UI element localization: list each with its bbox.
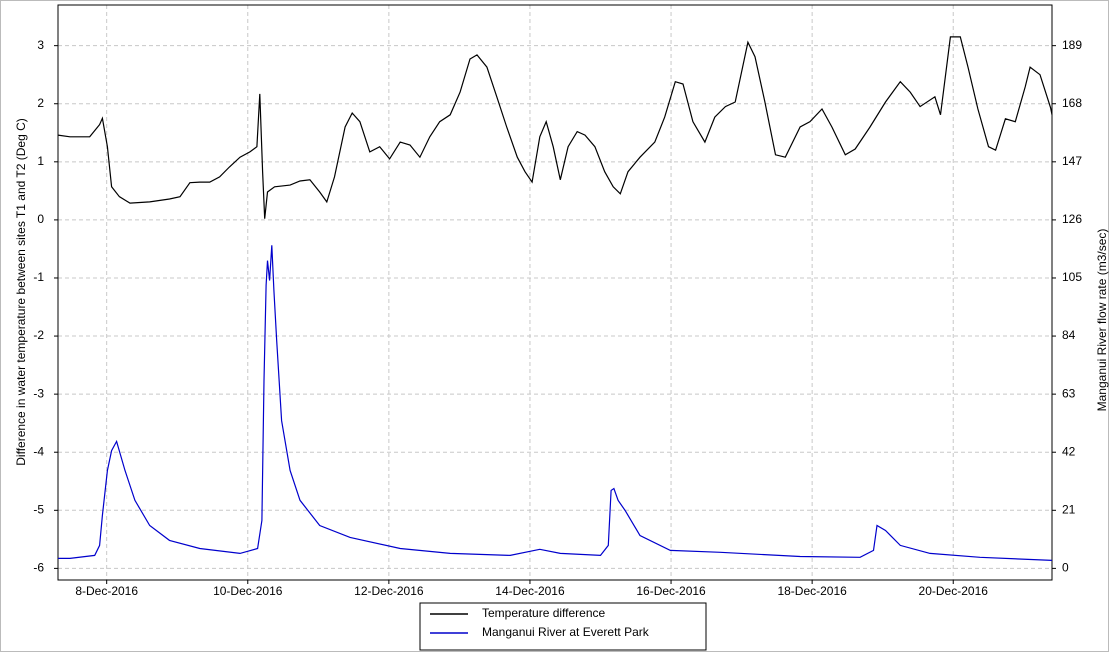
y-tick-label: -5 bbox=[33, 502, 44, 516]
y-tick-label: 2 bbox=[37, 96, 44, 110]
y2-tick-label: 21 bbox=[1062, 502, 1076, 516]
y2-tick-label: 147 bbox=[1062, 154, 1082, 168]
y2-tick-label: 0 bbox=[1062, 561, 1069, 575]
x-tick-label: 20-Dec-2016 bbox=[919, 584, 989, 598]
y2-tick-label: 42 bbox=[1062, 444, 1076, 458]
x-tick-label: 16-Dec-2016 bbox=[636, 584, 706, 598]
y2-tick-label: 126 bbox=[1062, 212, 1082, 226]
y2-tick-label: 189 bbox=[1062, 38, 1082, 52]
x-tick-label: 14-Dec-2016 bbox=[495, 584, 565, 598]
y2-tick-label: 84 bbox=[1062, 328, 1076, 342]
y2-tick-label: 105 bbox=[1062, 270, 1082, 284]
x-tick-label: 18-Dec-2016 bbox=[777, 584, 847, 598]
y2-tick-label: 168 bbox=[1062, 96, 1082, 110]
legend-label: Temperature difference bbox=[482, 606, 606, 620]
x-tick-label: 12-Dec-2016 bbox=[354, 584, 424, 598]
y-tick-label: -6 bbox=[33, 561, 44, 575]
y-axis-title: Difference in water temperature between … bbox=[14, 118, 28, 466]
y-tick-label: 1 bbox=[37, 154, 44, 168]
data-line bbox=[57, 36, 1053, 219]
y-tick-label: -1 bbox=[33, 270, 44, 284]
y-tick-label: 3 bbox=[37, 38, 44, 52]
y-tick-label: 0 bbox=[37, 212, 44, 226]
x-tick-label: 10-Dec-2016 bbox=[213, 584, 283, 598]
x-tick-label: 8-Dec-2016 bbox=[75, 584, 138, 598]
data-line bbox=[58, 245, 1053, 561]
plot-border bbox=[57, 4, 1053, 581]
y2-tick-label: 63 bbox=[1062, 386, 1076, 400]
legend-label: Manganui River at Everett Park bbox=[482, 625, 650, 639]
y-tick-label: -2 bbox=[33, 328, 44, 342]
y2-axis-title: Manganui River flow rate (m3/sec) bbox=[1095, 229, 1109, 412]
y-tick-label: -4 bbox=[33, 444, 44, 458]
legend-box bbox=[419, 602, 707, 651]
y-tick-label: -3 bbox=[33, 386, 44, 400]
